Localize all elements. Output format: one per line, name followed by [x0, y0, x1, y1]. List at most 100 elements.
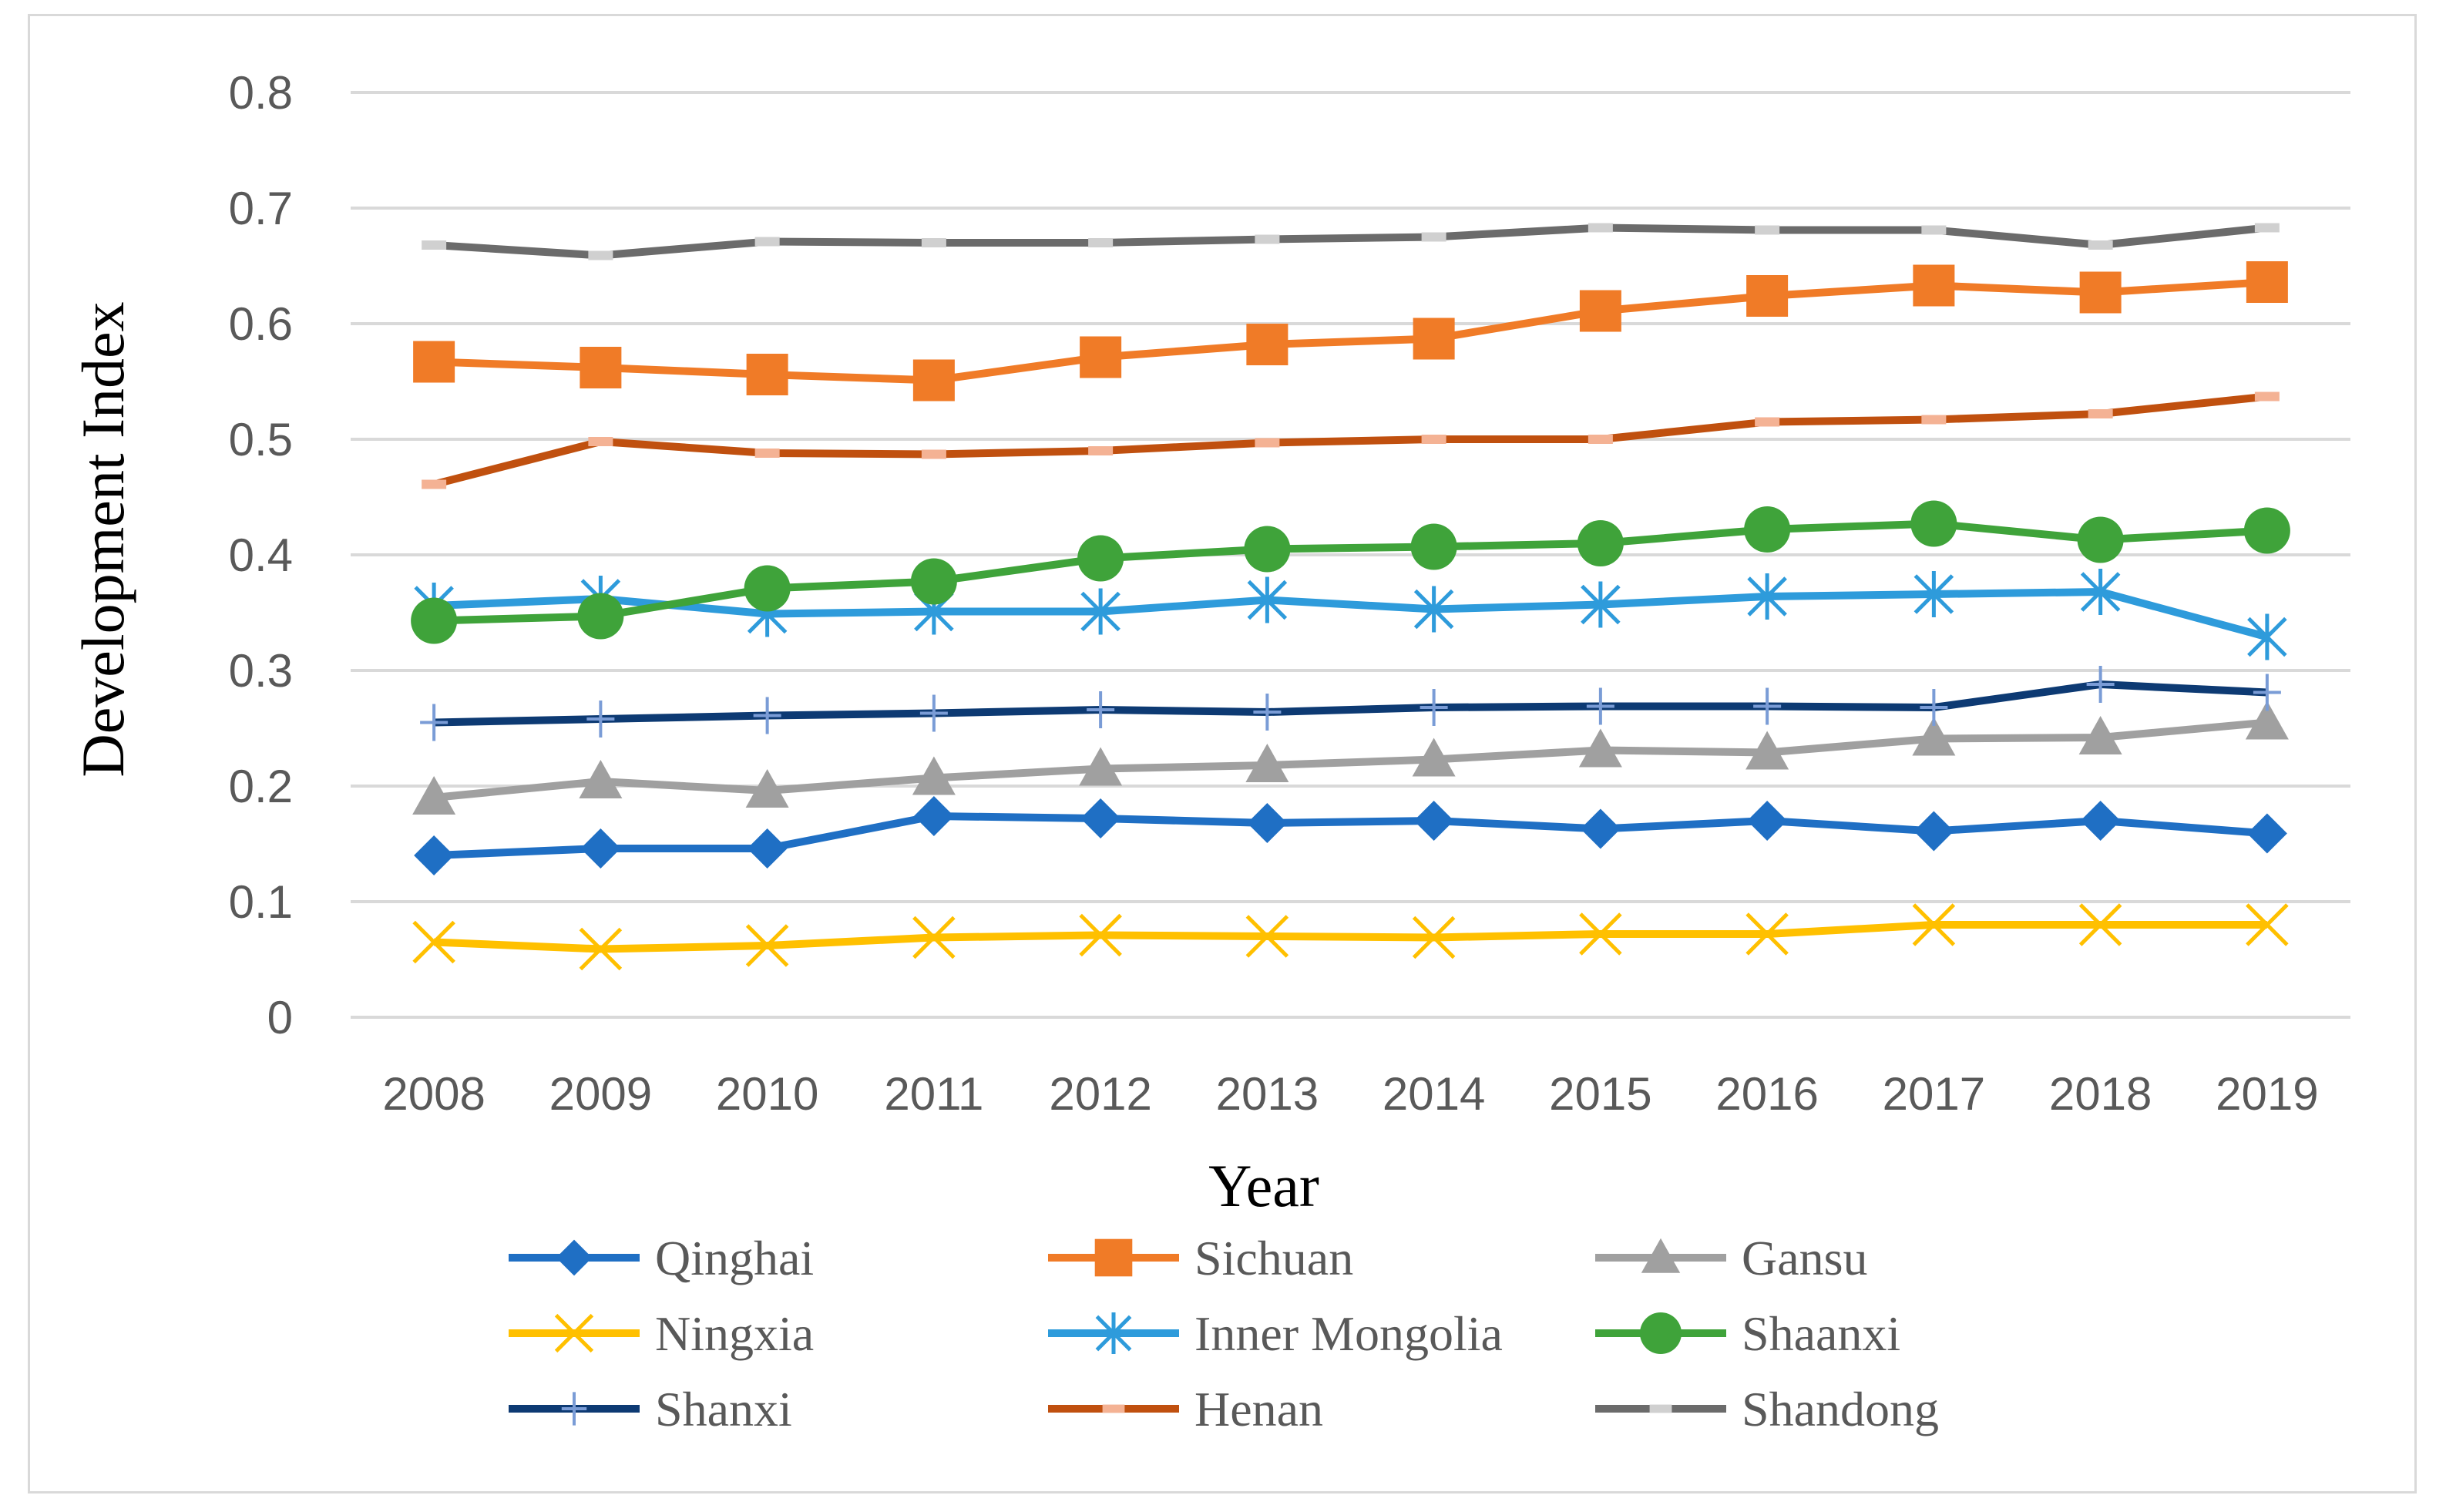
data-point — [754, 449, 780, 458]
data-point — [1910, 500, 1957, 547]
data-point — [1413, 586, 1454, 633]
data-point — [2088, 240, 2113, 250]
legend-item: Henan — [1048, 1382, 1323, 1436]
data-point — [1921, 415, 1947, 425]
data-point — [2243, 507, 2290, 554]
data-point — [1410, 523, 1457, 570]
data-point — [556, 1239, 593, 1276]
data-point — [921, 449, 946, 459]
x-axis-ticks: 2008 2009 2010 2011 2012 2013 2014 2015 2016 2017… — [382, 1068, 2318, 1120]
x-tick-label: 2014 — [1383, 1068, 1485, 1120]
series-ningxia — [412, 903, 2289, 971]
data-point — [2254, 391, 2280, 402]
data-point — [1102, 1404, 1125, 1413]
legend-item: Ningxia — [509, 1306, 814, 1361]
data-point — [1087, 691, 1115, 728]
data-point — [413, 341, 455, 383]
y-axis-ticks: 0 0.1 0.2 0.3 0.4 0.5 0.6 0.7 0.8 — [229, 67, 293, 1043]
data-point — [1412, 738, 1456, 777]
data-point — [921, 238, 946, 247]
data-point — [1246, 324, 1289, 365]
data-point — [1744, 506, 1791, 553]
data-point — [1579, 290, 1621, 332]
y-tick-label: 0.3 — [229, 645, 293, 697]
data-point — [2253, 674, 2281, 711]
y-axis-title: Development Index — [69, 301, 136, 777]
data-point — [1755, 417, 1780, 427]
series-line — [433, 812, 2268, 859]
y-tick-label: 0.8 — [229, 67, 293, 119]
data-point — [586, 701, 615, 738]
legend-label: Henan — [1194, 1382, 1323, 1436]
data-point — [580, 828, 621, 869]
data-point — [1253, 694, 1282, 731]
data-point — [1420, 689, 1448, 726]
data-point — [1913, 811, 1954, 852]
data-point — [1094, 1238, 1133, 1277]
series-line — [433, 588, 2269, 641]
data-point — [2080, 569, 2121, 615]
legend-label: Ningxia — [655, 1306, 814, 1361]
y-tick-label: 0 — [267, 992, 293, 1043]
data-point — [422, 479, 447, 489]
data-point — [1255, 234, 1280, 244]
series-shaanxi — [411, 500, 2290, 644]
data-point — [1247, 803, 1288, 843]
legend-label: Qinghai — [655, 1231, 814, 1285]
data-point — [753, 697, 781, 734]
x-tick-label: 2010 — [716, 1068, 818, 1120]
data-point — [910, 558, 957, 605]
y-tick-label: 0.4 — [229, 529, 293, 581]
data-point — [561, 1392, 587, 1426]
series-gansu — [412, 701, 2289, 815]
data-point — [1588, 435, 1613, 444]
data-point — [1913, 571, 1954, 617]
data-point — [412, 776, 456, 815]
data-point — [554, 1313, 594, 1353]
data-point — [1581, 581, 1621, 628]
data-point — [919, 694, 948, 732]
data-point — [411, 597, 458, 644]
data-point — [420, 704, 449, 741]
chart-frame — [28, 14, 2417, 1494]
legend: Qinghai Sichuan Gansu Ningxia Inner Mongolia… — [509, 1231, 1939, 1436]
legend-item: Inner Mongolia — [1048, 1306, 1503, 1361]
legend-item: Sichuan — [1048, 1231, 1353, 1285]
legend-item: Gansu — [1595, 1231, 1868, 1285]
series-group — [411, 223, 2290, 971]
series-line — [432, 392, 2268, 489]
data-point — [1577, 520, 1624, 566]
data-point — [913, 796, 954, 836]
data-point — [744, 565, 791, 612]
series-shanxi — [420, 666, 2281, 741]
data-point — [1080, 336, 1122, 378]
data-point — [1588, 223, 1613, 233]
data-point — [747, 828, 788, 869]
x-tick-label: 2008 — [382, 1068, 485, 1120]
series-henan — [422, 391, 2280, 489]
x-tick-label: 2009 — [549, 1068, 652, 1120]
data-point — [1088, 238, 1114, 247]
data-point — [1745, 731, 1789, 770]
data-point — [588, 437, 613, 446]
data-point — [1413, 318, 1455, 360]
series-shandong — [422, 223, 2280, 260]
data-point — [1088, 446, 1114, 455]
data-point — [1080, 588, 1121, 635]
series-line — [433, 519, 2268, 625]
data-point — [1747, 801, 1788, 841]
data-point — [1245, 744, 1289, 782]
data-point — [422, 240, 447, 250]
data-point — [1421, 435, 1446, 444]
data-point — [579, 927, 623, 971]
data-point — [2080, 801, 2121, 841]
series-sichuan — [413, 261, 2288, 402]
series-line — [434, 680, 2268, 727]
data-point — [1580, 808, 1621, 849]
data-point — [579, 760, 623, 798]
series-line — [433, 223, 2268, 260]
data-point — [1913, 264, 1955, 307]
data-point — [1079, 747, 1123, 786]
legend-item: Qinghai — [509, 1231, 814, 1285]
y-tick-label: 0.6 — [229, 298, 293, 350]
